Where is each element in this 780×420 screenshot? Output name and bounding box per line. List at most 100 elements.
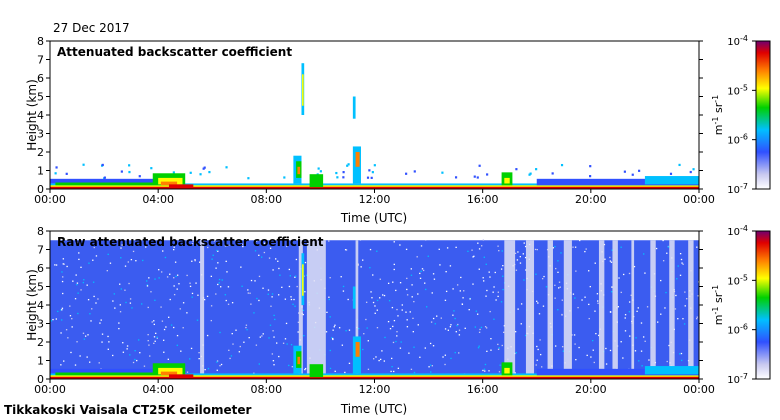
backscatter-cell — [373, 164, 376, 167]
noise-speck — [655, 247, 658, 250]
noise-speck — [210, 275, 213, 278]
panel-title-2: Raw attenuated backscatter coefficient — [57, 235, 324, 249]
noise-speck — [285, 245, 288, 248]
x-tick-label: 16:00 — [467, 383, 499, 396]
y-tick-label: 4 — [37, 299, 44, 312]
x-tick-label: 08:00 — [250, 383, 282, 396]
noise-speck — [130, 258, 133, 261]
noise-speck — [76, 283, 78, 286]
noise-speck — [286, 343, 288, 345]
noise-speck — [577, 306, 579, 309]
backscatter-cell — [366, 176, 370, 179]
noise-speck — [575, 358, 577, 361]
noise-speck — [502, 264, 504, 267]
noise-speck — [680, 258, 683, 261]
noise-speck — [429, 342, 432, 345]
backscatter-cell — [478, 164, 481, 167]
noise-speck — [455, 246, 457, 249]
noise-speck — [372, 274, 374, 276]
noise-speck — [561, 314, 563, 316]
noise-speck — [163, 351, 165, 353]
noise-speck — [497, 343, 499, 346]
noise-speck — [271, 353, 274, 355]
noise-speck — [249, 292, 251, 294]
noise-speck — [392, 281, 394, 283]
noise-speck — [478, 268, 480, 270]
noise-speck — [258, 363, 260, 365]
backscatter-cell — [120, 170, 123, 173]
noise-speck — [341, 344, 344, 346]
noise-speck — [432, 345, 435, 347]
noise-speck — [273, 314, 275, 317]
noise-speck — [344, 371, 346, 374]
noise-speck — [174, 261, 177, 263]
noise-speck — [120, 257, 122, 259]
boundary-layer — [50, 368, 180, 374]
noise-speck — [176, 274, 179, 276]
noise-speck — [588, 270, 590, 272]
backscatter-cell — [199, 173, 202, 176]
noise-speck — [609, 349, 612, 352]
noise-speck — [367, 340, 369, 342]
noise-speck — [259, 336, 261, 338]
noise-speck — [438, 248, 440, 250]
noise-speck — [419, 356, 421, 358]
noise-speck — [696, 316, 698, 318]
noise-speck — [329, 277, 331, 279]
backscatter-cell — [370, 176, 373, 179]
noise-speck — [238, 351, 241, 353]
aerosol-plume — [158, 367, 183, 375]
noise-speck — [338, 327, 341, 329]
noise-speck — [592, 349, 594, 351]
noise-speck — [232, 343, 234, 345]
noise-speck — [610, 261, 613, 263]
noise-speck — [416, 256, 418, 258]
noise-speck — [331, 337, 333, 339]
noise-speck — [288, 364, 290, 367]
noise-speck — [454, 351, 456, 354]
noise-speck — [552, 247, 555, 249]
noise-speck — [432, 317, 435, 320]
noise-speck — [156, 337, 158, 339]
noise-speck — [334, 324, 336, 326]
x-tick-label: 04:00 — [142, 193, 174, 206]
aerosol-plume — [160, 371, 178, 376]
noise-speck — [628, 272, 631, 275]
noise-speck — [284, 298, 287, 300]
noise-speck — [419, 272, 421, 275]
noise-speck — [395, 340, 397, 343]
noise-speck — [88, 361, 91, 363]
noise-speck — [173, 246, 175, 248]
noise-speck — [501, 344, 503, 347]
noise-speck — [141, 303, 143, 305]
noise-speck — [219, 331, 221, 334]
x-axis-2: 00:00 04:00 08:00 12:00 16:00 20:00 00:00 — [34, 379, 715, 396]
noise-speck — [500, 268, 503, 270]
noise-speck — [374, 305, 376, 307]
noise-speck — [400, 341, 402, 343]
noise-speck — [472, 256, 474, 258]
noise-speck — [473, 255, 475, 257]
noise-speck — [668, 344, 670, 347]
noise-speck — [158, 269, 160, 271]
noise-speck — [379, 278, 381, 280]
noise-speck — [61, 307, 64, 309]
cloud-layer — [309, 174, 324, 188]
noise-speck — [132, 361, 135, 364]
noise-speck — [76, 241, 78, 244]
colorbar-tick-label: 10-4 — [727, 34, 748, 48]
noise-speck — [520, 303, 523, 305]
noise-speck — [230, 355, 233, 357]
noise-speck — [125, 301, 127, 304]
noise-speck — [135, 260, 137, 262]
noise-speck — [609, 256, 611, 259]
noise-speck — [162, 250, 164, 252]
noise-speck — [447, 329, 450, 331]
noise-speck — [666, 360, 668, 363]
noise-speck — [50, 320, 53, 322]
noise-speck — [345, 330, 347, 332]
noise-speck — [60, 309, 62, 311]
aerosol-plume — [168, 374, 194, 379]
noise-speck — [169, 298, 171, 301]
noise-speck — [216, 361, 218, 363]
